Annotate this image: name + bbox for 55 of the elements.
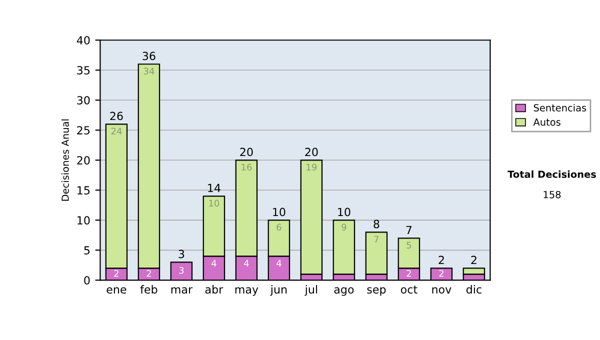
legend-label: Autos (533, 118, 560, 126)
legend-label: Sentencias (534, 104, 586, 112)
x-tick-label: dic (466, 285, 482, 294)
x-tick-label: oct (400, 286, 418, 294)
x-tick-label: jul (304, 285, 318, 296)
data-label: 4 (276, 260, 282, 266)
x-tick-label: abr (205, 285, 224, 294)
data-label: 24 (111, 128, 122, 134)
x-tick-label: nov (432, 287, 452, 294)
data-label: 5 (406, 242, 412, 249)
y-tick-label: 30 (77, 96, 90, 105)
data-label: 2 (114, 270, 118, 277)
data-label: 2 (406, 270, 411, 277)
data-label: 6 (276, 224, 282, 231)
total-label: 7 (406, 226, 412, 234)
data-label: 34 (144, 68, 154, 75)
total-label: 2 (471, 256, 476, 264)
data-label: 2 (146, 270, 151, 277)
x-tick-label: mar (171, 287, 193, 294)
y-tick-label: 0 (84, 276, 90, 285)
data-label: 10 (209, 200, 220, 207)
total-label: 36 (142, 52, 156, 60)
total-label: 26 (110, 112, 123, 120)
x-tick-label: ago (334, 287, 354, 296)
text: Total Decisiones (508, 170, 596, 178)
total-label: 8 (374, 220, 380, 228)
total-label: 10 (273, 208, 286, 216)
y-tick-label: 10 (78, 216, 90, 225)
data-label: 9 (342, 224, 346, 231)
data-label: 2 (439, 270, 444, 277)
y-tick-label: 25 (77, 126, 90, 135)
total-label: 20 (305, 148, 318, 156)
x-tick-label: ene (106, 287, 126, 294)
data-label: 4 (212, 260, 216, 266)
data-label: 19 (306, 164, 317, 171)
total-label: 2 (438, 256, 444, 264)
total-label: 20 (240, 148, 253, 156)
x-tick-label: sep (367, 287, 386, 296)
total-label: 14 (208, 184, 220, 192)
data-label: 4 (244, 260, 249, 266)
data-label: 3 (179, 266, 184, 274)
x-tick-label: may (235, 287, 258, 296)
data-label: 7 (374, 236, 379, 242)
x-tick-label: feb (140, 285, 158, 294)
x-tick-label: jun (270, 285, 287, 296)
y-tick-label: 15 (78, 186, 90, 195)
y-tick-label: 35 (77, 66, 90, 75)
y-tick-label: 5 (84, 246, 90, 255)
total-label: 10 (338, 208, 350, 216)
total-label: 3 (178, 250, 184, 258)
text: 158 (544, 190, 561, 198)
y-tick-label: 40 (76, 36, 90, 44)
data-label: 16 (242, 164, 252, 171)
y-axis-title: Decisiones Anual (61, 119, 69, 201)
y-tick-label: 20 (77, 156, 90, 165)
